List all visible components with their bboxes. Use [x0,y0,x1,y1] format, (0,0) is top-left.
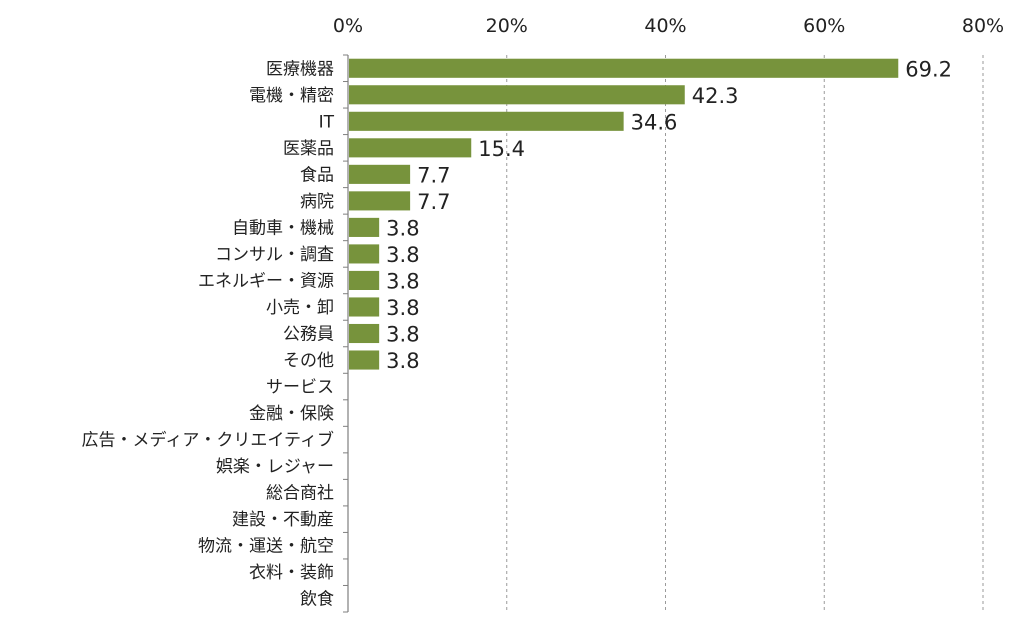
data-label: 34.6 [631,110,678,134]
category-label: 医療機器 [266,59,334,79]
bar [349,85,685,105]
x-tick-label: 40% [644,15,686,37]
bar [349,217,380,237]
data-label: 3.8 [386,349,419,373]
bar [349,164,411,184]
bars [349,58,899,370]
data-label: 3.8 [386,296,419,320]
category-label: 公務員 [283,325,334,345]
category-label: コンサル・調査 [215,245,334,265]
data-label: 3.8 [386,243,419,267]
x-tick-label: 60% [803,15,845,37]
category-axis [343,54,349,613]
category-label: サービス [266,378,334,398]
bar [349,111,624,131]
category-label: 医薬品 [283,139,334,159]
x-tick-label: 80% [962,15,1004,37]
category-label: 自動車・機械 [232,218,334,238]
category-label: その他 [283,351,334,371]
bar [349,244,380,264]
category-label: 物流・運送・航空 [198,537,334,557]
data-label: 3.8 [386,269,419,293]
category-label: 小売・卸 [266,298,334,318]
bar [349,191,411,211]
category-label: 娯楽・レジャー [216,457,334,477]
x-axis-ticks: 0% 20% 40% 60% 80% [333,15,1004,37]
bar [349,58,899,78]
category-label: IT [319,112,335,132]
category-label: 広告・メディア・クリエイティブ [82,430,334,451]
bar [349,350,380,370]
data-label: 69.2 [905,57,952,81]
bar [349,270,380,291]
category-label: 飲食 [300,590,334,610]
data-label: 7.7 [417,190,450,214]
bar [349,297,380,317]
x-tick-label: 20% [486,15,528,37]
bar [349,138,472,158]
data-label: 7.7 [417,163,450,187]
category-label: 金融・保険 [249,404,334,424]
category-label: エネルギー・資源 [198,271,334,291]
category-label: 衣料・装飾 [249,563,334,583]
data-labels: 69.242.334.615.47.77.73.83.83.83.83.83.8 [386,57,952,373]
data-label: 42.3 [692,84,739,108]
category-label: 電機・精密 [249,86,334,106]
category-label: 建設・不動産 [232,510,334,530]
bar [349,323,380,344]
data-label: 3.8 [386,216,419,240]
x-tick-label: 0% [333,15,363,37]
category-label: 病院 [300,192,334,212]
category-label: 食品 [300,165,334,185]
category-label: 総合商社 [266,484,334,504]
grid-layer [506,55,984,612]
data-label: 15.4 [478,137,525,161]
data-label: 3.8 [386,323,419,347]
